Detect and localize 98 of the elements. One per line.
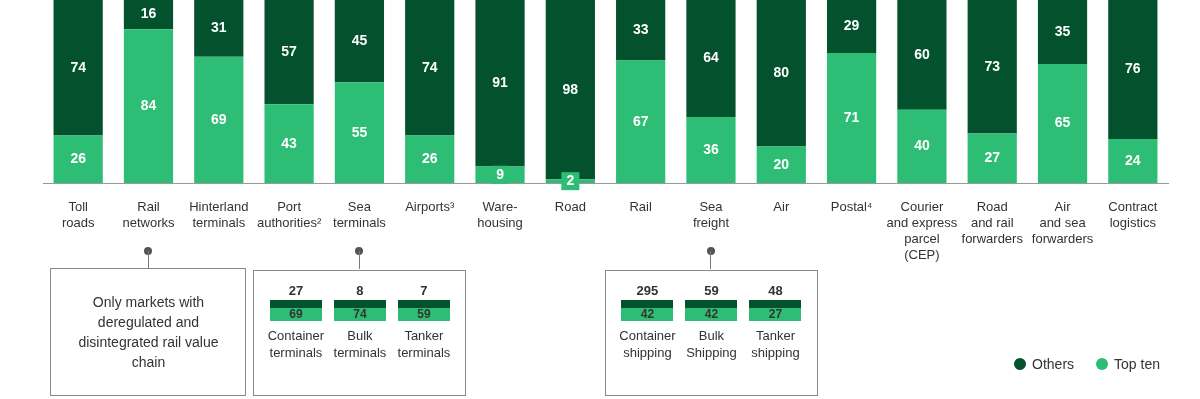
data-label: 43 — [281, 134, 298, 151]
data-label: 27 — [288, 283, 304, 300]
x-tick-label: Courier and express parcel (CEP) — [886, 198, 958, 263]
x-tick-label: Road and rail forwarders — [961, 198, 1024, 247]
data-label: 27 — [984, 149, 1001, 166]
x-tick-label: Air and sea forwarders — [1031, 198, 1094, 247]
legend-label: Top ten — [1113, 356, 1160, 372]
data-label: 26 — [70, 150, 87, 167]
x-tick-label: Airports³ — [405, 198, 455, 214]
data-label: 65 — [1054, 114, 1071, 131]
bar — [334, 82, 385, 183]
data-label: 73 — [984, 57, 1001, 74]
data-label: 2 — [566, 172, 575, 189]
x-tick-label: Hinterland terminals — [189, 198, 249, 230]
data-label: 35 — [1054, 22, 1071, 39]
data-label: 36 — [703, 140, 719, 157]
bar — [756, 0, 806, 147]
bar — [1037, 64, 1088, 183]
bar — [616, 60, 666, 183]
x-tick-label: Toll roads — [61, 198, 95, 230]
data-label: 48 — [768, 283, 783, 300]
bar — [264, 0, 314, 105]
data-label: 80 — [773, 64, 790, 81]
data-label: 59 — [397, 307, 450, 321]
bar — [123, 29, 174, 183]
data-label: 45 — [351, 32, 368, 49]
data-label: 67 — [632, 112, 649, 129]
data-label: 9 — [496, 165, 505, 182]
bar — [756, 146, 806, 183]
data-label: 33 — [632, 21, 649, 38]
bar — [616, 0, 666, 61]
data-label: 98 — [562, 80, 579, 97]
data-label: 74 — [333, 307, 386, 321]
bar — [405, 135, 455, 183]
bar — [475, 0, 525, 167]
data-label: 295 — [636, 283, 659, 300]
category-label: Container shipping — [619, 327, 676, 361]
category-label: Tanker terminals — [397, 327, 451, 361]
x-tick-label: Postal⁴ — [830, 198, 873, 214]
data-label: 69 — [269, 307, 322, 321]
data-label: 29 — [843, 17, 860, 34]
x-tick-label: Rail — [629, 198, 652, 214]
data-label: 31 — [210, 19, 227, 36]
data-label: 8 — [356, 283, 364, 300]
bar — [967, 0, 1017, 134]
bar — [334, 0, 385, 83]
legend-label: Others — [1031, 356, 1075, 372]
data-label: 20 — [773, 155, 790, 172]
bar — [967, 133, 1017, 183]
bar — [1108, 139, 1158, 183]
bar — [826, 0, 877, 54]
data-label: 57 — [281, 43, 298, 60]
bar — [1037, 0, 1088, 65]
bar — [686, 0, 736, 118]
data-label: 40 — [914, 137, 930, 154]
bar — [897, 0, 947, 110]
category-label: Container terminals — [267, 327, 325, 361]
text: Only markets with deregulated and disintegrated rail value chain — [77, 293, 220, 372]
data-label: 69 — [210, 110, 227, 127]
category-label: Bulk Shipping — [686, 327, 737, 361]
x-tick-label: Port authorities² — [256, 198, 322, 230]
bar — [53, 0, 103, 136]
x-tick-label: Rail networks — [122, 198, 175, 230]
category-label: Tanker shipping — [751, 327, 800, 361]
data-label: 24 — [1125, 151, 1141, 168]
data-label: 84 — [140, 97, 157, 113]
category-label: Bulk terminals — [333, 327, 387, 361]
data-label: 55 — [351, 123, 368, 140]
bar — [826, 53, 877, 183]
x-tick-label: Road — [554, 198, 586, 214]
x-tick-label: Air — [773, 198, 790, 214]
data-label: 71 — [843, 108, 860, 125]
x-tick-label: Contract logistics — [1108, 198, 1158, 230]
bar — [194, 0, 244, 57]
data-label: 7 — [420, 283, 428, 300]
bar — [194, 56, 244, 183]
bar — [686, 117, 736, 183]
data-label: 74 — [421, 58, 438, 75]
data-label: 91 — [492, 74, 509, 91]
data-label: 60 — [914, 45, 930, 62]
data-label: 74 — [70, 58, 87, 75]
bar — [53, 135, 103, 183]
data-label: 42 — [685, 307, 738, 321]
data-label: 59 — [704, 283, 719, 300]
data-label: 16 — [140, 5, 157, 22]
bar — [897, 109, 947, 183]
data-label: 42 — [621, 307, 674, 321]
x-tick-label: Sea freight — [692, 198, 730, 230]
bar — [1108, 0, 1158, 140]
bar — [264, 104, 314, 183]
data-label: 64 — [703, 49, 719, 66]
data-label: 26 — [421, 150, 438, 167]
data-label: 76 — [1125, 60, 1141, 77]
data-label: 27 — [749, 307, 802, 321]
x-tick-label: Sea terminals — [333, 198, 387, 230]
x-tick-label: Ware-housing — [477, 198, 523, 230]
bar — [405, 0, 455, 136]
bar — [123, 0, 174, 30]
